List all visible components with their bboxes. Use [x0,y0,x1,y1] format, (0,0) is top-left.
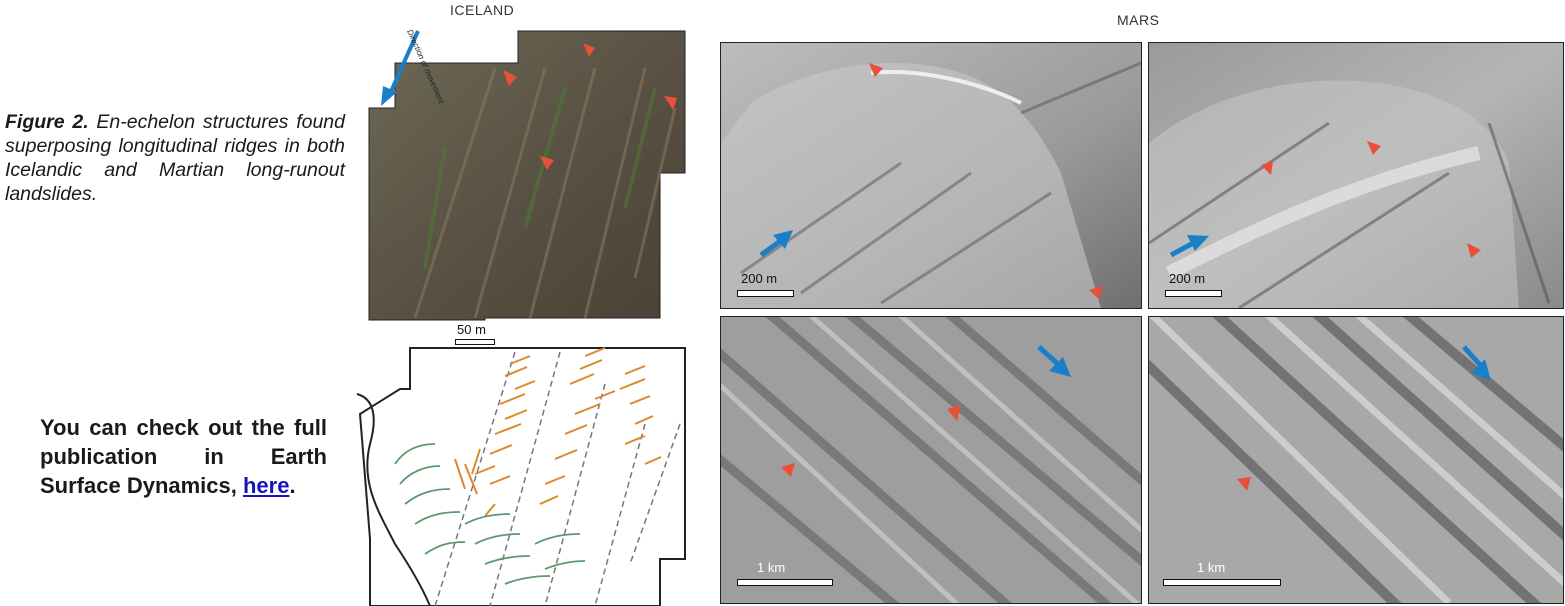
red-arrow-icon [664,96,677,110]
iceland-heading: ICELAND [450,2,515,18]
map-outline [358,347,686,606]
mars-panel-2: 200 m [1148,42,1564,309]
iceland-ridge-map [356,347,686,606]
figure-caption-text: En-echelon structures found superposing … [5,111,345,205]
scale-label: 200 m [741,271,778,286]
red-arrow-icon [503,70,517,86]
scale-label: 1 km [757,560,786,575]
blue-arrow-icon [759,230,793,258]
mars-heading: MARS [1117,12,1160,28]
mars-panel-4: 1 km [1148,316,1564,604]
red-arrow-icon [540,156,554,170]
mars-panel-3: 1 km [720,316,1142,604]
red-arrow-icon [1089,286,1103,299]
red-arrow-icon [1261,161,1273,175]
figure-caption: Figure 2. En-echelon structures found su… [5,110,345,206]
scale-bar [737,579,833,586]
red-arrow-icon [781,463,795,477]
iceland-scale-bar [455,339,495,345]
publication-note-text: You can check out the full publication i… [40,415,327,498]
scale-bar [1163,579,1281,586]
figure-label: Figure 2. [5,111,89,133]
iceland-photo-outline [368,30,686,321]
publication-link[interactable]: here [242,473,290,498]
red-arrow-icon [583,43,595,57]
publication-note: You can check out the full publication i… [40,413,327,500]
publication-note-trailing: . [289,473,296,498]
scale-bar [737,290,794,297]
iceland-scale-label: 50 m [457,322,486,337]
mars-panel-1: 200 m [720,42,1142,309]
red-arrow-icon [1367,141,1381,155]
blue-arrow-icon [1169,235,1209,258]
red-arrow-icon [947,405,961,421]
direction-arrow-icon [381,30,420,106]
scale-label: 200 m [1169,271,1206,286]
blue-arrow-icon [1462,345,1491,381]
red-arrow-icon [1237,477,1251,491]
iceland-orthophoto: Direction of movement [368,28,686,321]
scale-label: 1 km [1197,560,1226,575]
red-arrow-icon [1467,243,1481,258]
scale-bar [1165,290,1222,297]
red-arrow-icon [869,63,883,77]
blue-arrow-icon [1037,345,1071,377]
